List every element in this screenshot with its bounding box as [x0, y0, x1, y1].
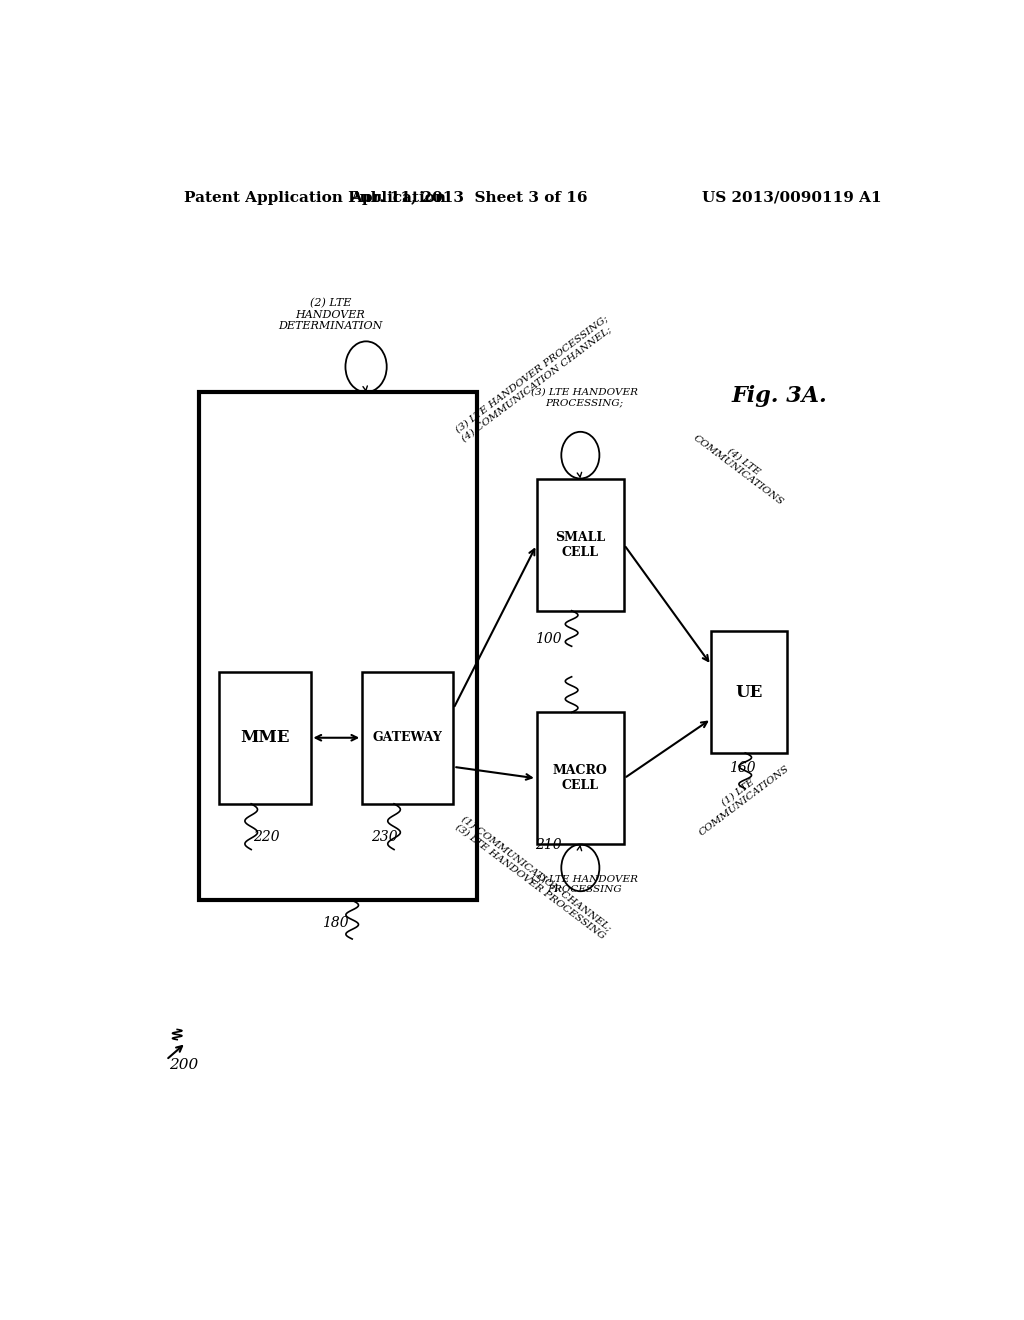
Text: (3) LTE HANDOVER PROCESSING;
(4) COMMUNICATION CHANNEL;: (3) LTE HANDOVER PROCESSING; (4) COMMUNI…	[454, 314, 615, 444]
Bar	[362, 672, 454, 804]
Text: (1) COMMUNICATION CHANNEL;
(3) LTE HANDOVER PROCESSING: (1) COMMUNICATION CHANNEL; (3) LTE HANDO…	[454, 814, 613, 941]
Text: Patent Application Publication: Patent Application Publication	[183, 191, 445, 205]
Text: 160: 160	[729, 762, 756, 775]
Text: (4) LTE
COMMUNICATIONS: (4) LTE COMMUNICATIONS	[691, 425, 791, 507]
Bar	[219, 672, 310, 804]
Text: MACRO
CELL: MACRO CELL	[553, 764, 607, 792]
Text: 220: 220	[253, 830, 280, 845]
Text: UE: UE	[735, 684, 763, 701]
Text: Fig. 3A.: Fig. 3A.	[731, 385, 827, 408]
Bar	[200, 392, 477, 900]
Text: Apr. 11, 2013  Sheet 3 of 16: Apr. 11, 2013 Sheet 3 of 16	[350, 191, 588, 205]
Text: SMALL
CELL: SMALL CELL	[555, 531, 605, 558]
Text: 100: 100	[536, 632, 562, 647]
Bar	[537, 713, 624, 845]
Text: 230: 230	[371, 830, 397, 845]
Text: (2) LTE
HANDOVER
DETERMINATION: (2) LTE HANDOVER DETERMINATION	[279, 298, 383, 331]
Bar	[712, 631, 786, 752]
Text: MME: MME	[241, 729, 290, 746]
Text: US 2013/0090119 A1: US 2013/0090119 A1	[702, 191, 882, 205]
Text: (3) LTE HANDOVER
PROCESSING: (3) LTE HANDOVER PROCESSING	[530, 875, 638, 895]
Text: (3) LTE HANDOVER
PROCESSING;: (3) LTE HANDOVER PROCESSING;	[530, 388, 638, 408]
Text: 180: 180	[323, 916, 349, 929]
Text: 200: 200	[169, 1059, 199, 1072]
Bar	[537, 479, 624, 611]
Text: (1) LTE
COMMUNICATIONS: (1) LTE COMMUNICATIONS	[691, 755, 791, 837]
Text: GATEWAY: GATEWAY	[373, 731, 442, 744]
Text: 210: 210	[536, 838, 562, 853]
